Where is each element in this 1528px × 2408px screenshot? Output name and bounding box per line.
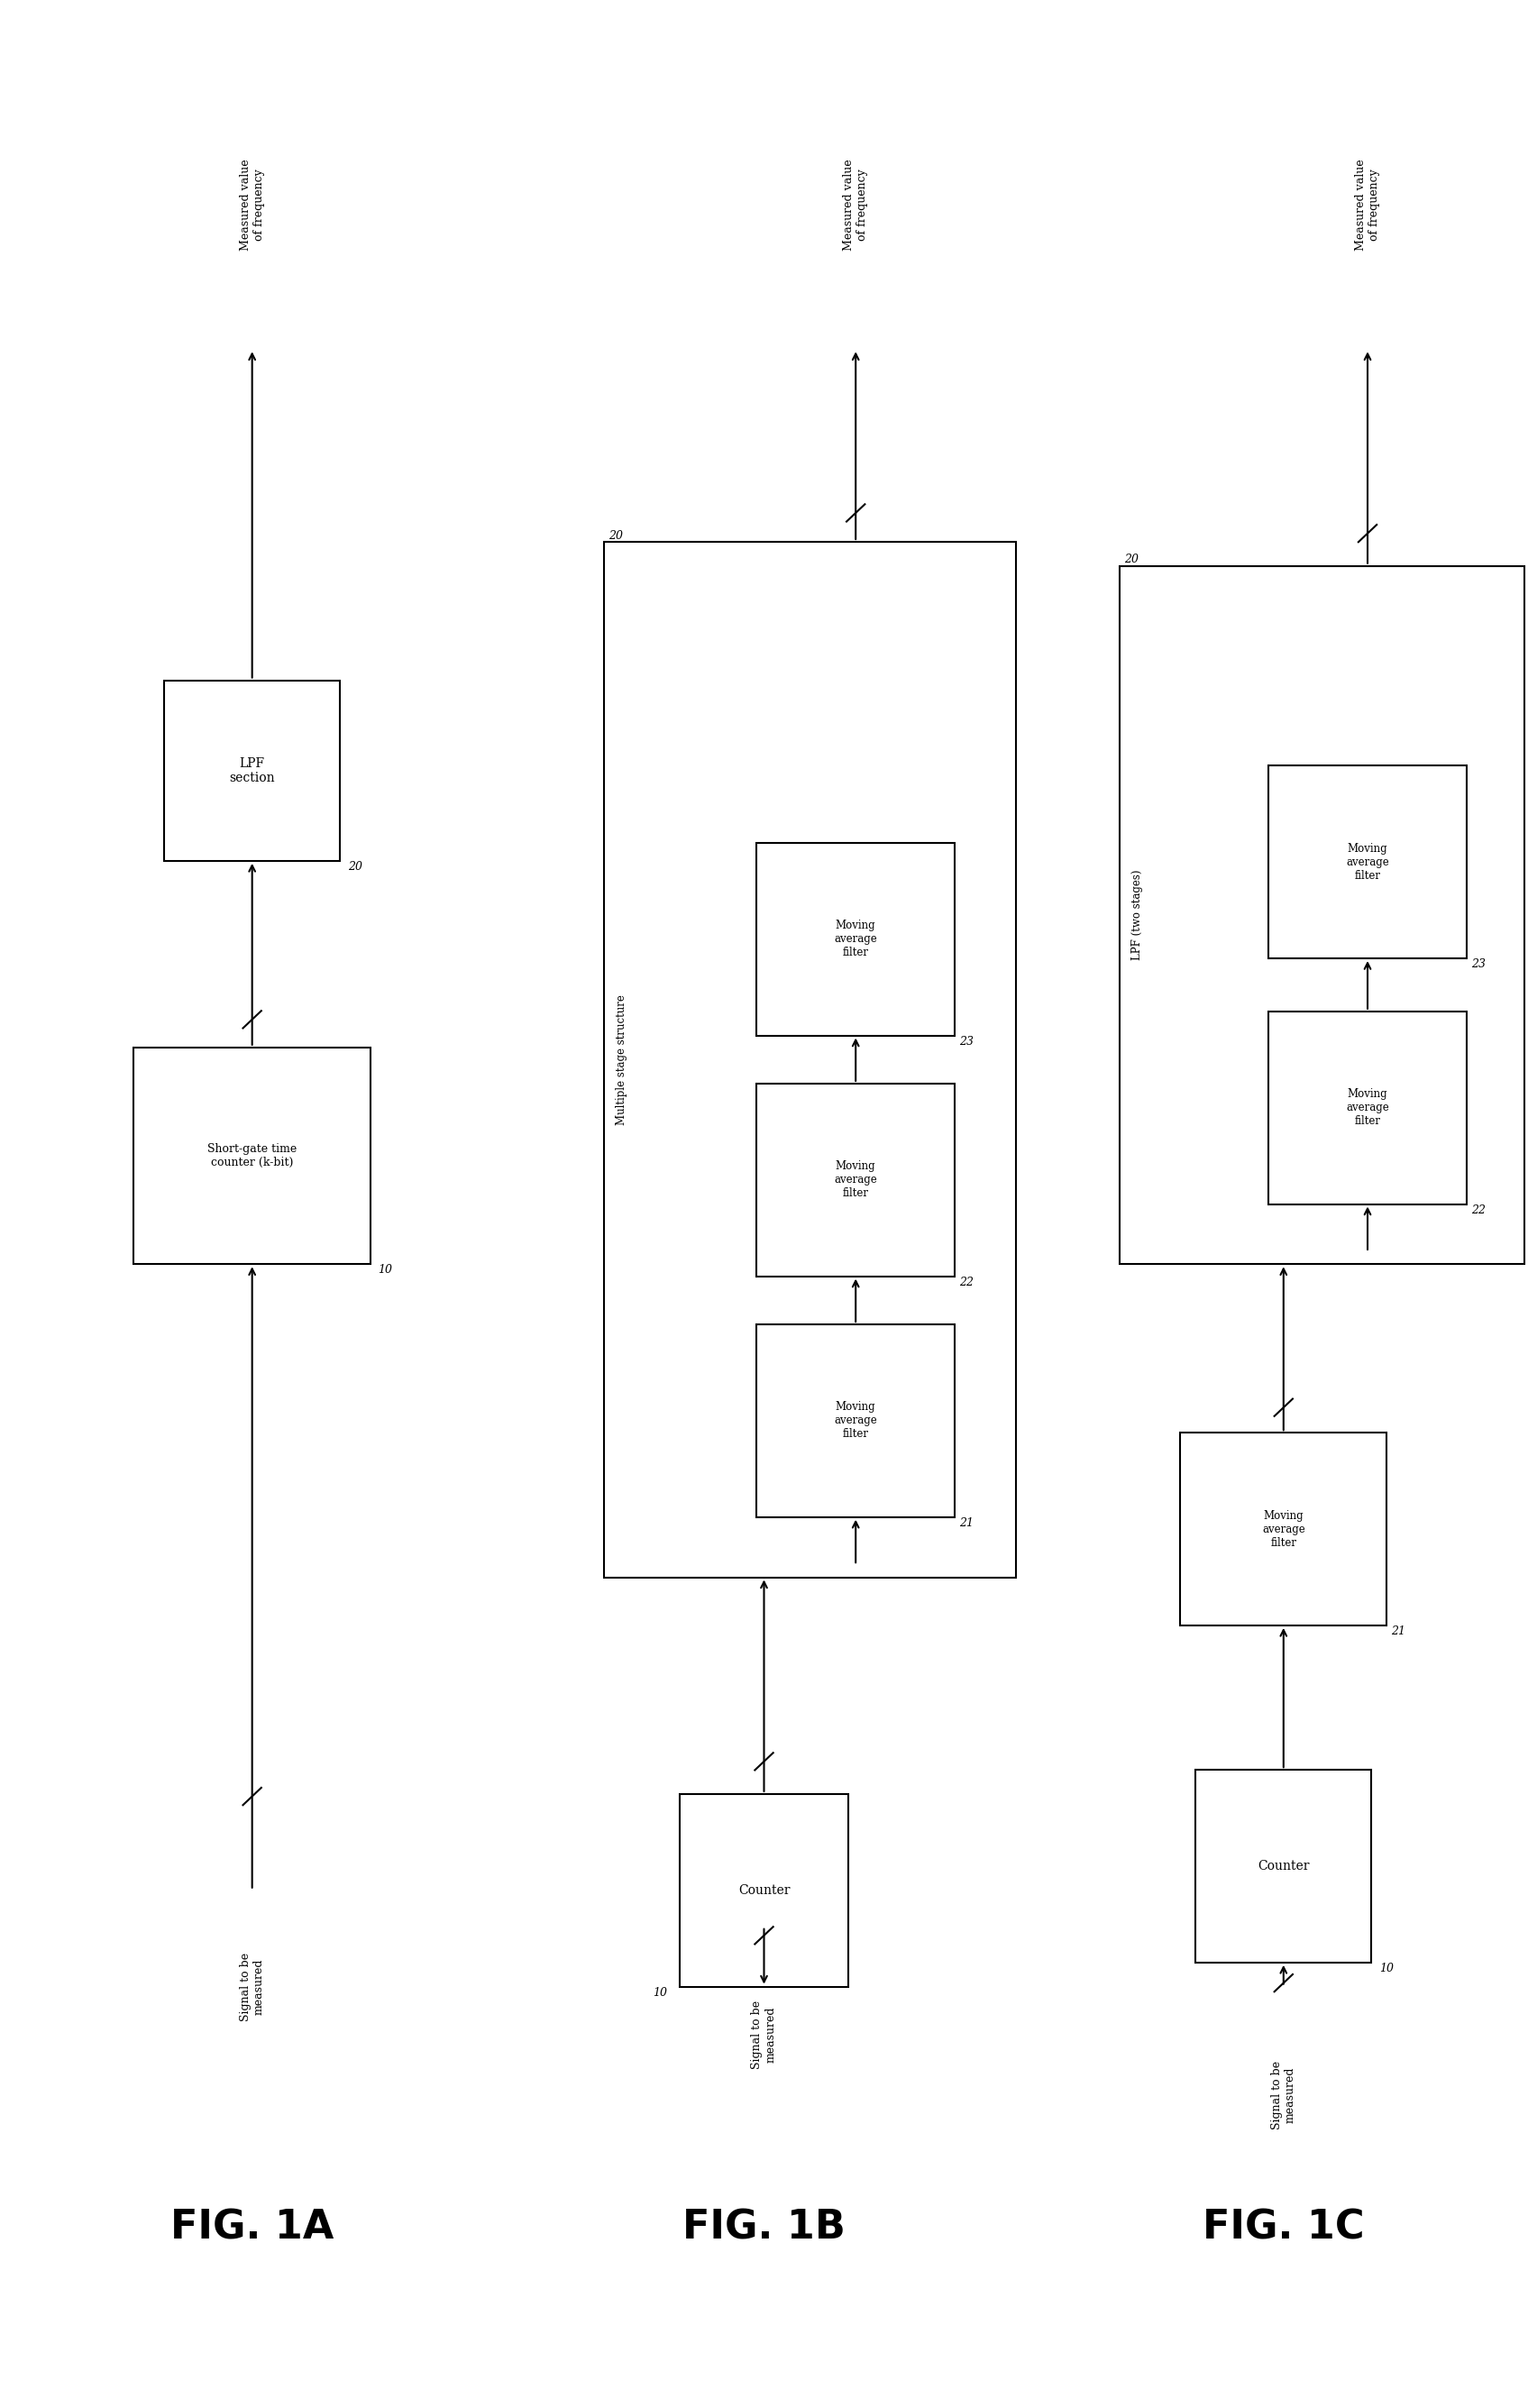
Text: 10: 10	[652, 1987, 666, 1999]
Text: LPF (two stages): LPF (two stages)	[1132, 869, 1143, 961]
Text: Measured value
of frequency: Measured value of frequency	[240, 159, 264, 250]
Bar	[756, 1084, 955, 1276]
Text: 22: 22	[960, 1276, 973, 1288]
Text: Measured value
of frequency: Measured value of frequency	[1355, 159, 1380, 250]
Text: 20: 20	[348, 860, 362, 872]
Text: Moving
average
filter: Moving average filter	[834, 1401, 877, 1440]
Text: 20: 20	[608, 530, 622, 542]
Text: 21: 21	[960, 1517, 973, 1529]
Text: 21: 21	[1390, 1625, 1406, 1637]
Bar	[1195, 1770, 1371, 1963]
Text: 22: 22	[1471, 1204, 1485, 1216]
Bar	[1268, 766, 1467, 958]
Text: 23: 23	[960, 1035, 973, 1047]
Text: Moving
average
filter: Moving average filter	[834, 1161, 877, 1199]
Bar	[1268, 1011, 1467, 1204]
Text: Signal to be
measured: Signal to be measured	[752, 2001, 776, 2068]
Bar	[1118, 566, 1523, 1264]
Bar	[134, 1047, 370, 1264]
Text: Moving
average
filter: Moving average filter	[1262, 1510, 1305, 1548]
Bar	[1180, 1433, 1387, 1625]
Text: Signal to be
measured: Signal to be measured	[1271, 2061, 1296, 2129]
Text: Signal to be
measured: Signal to be measured	[240, 1953, 264, 2020]
Text: LPF
section: LPF section	[229, 756, 275, 785]
Text: FIG. 1C: FIG. 1C	[1203, 2208, 1365, 2247]
Bar	[680, 1794, 848, 1987]
Text: Moving
average
filter: Moving average filter	[1346, 1088, 1389, 1127]
Text: Moving
average
filter: Moving average filter	[1346, 843, 1389, 881]
Bar	[165, 679, 341, 860]
Text: Counter: Counter	[1258, 1859, 1309, 1873]
Text: 10: 10	[379, 1264, 393, 1276]
Bar	[604, 542, 1016, 1577]
Text: 10: 10	[1378, 1963, 1394, 1975]
Text: 23: 23	[1471, 958, 1485, 970]
Text: 20: 20	[1123, 554, 1138, 566]
Bar	[756, 843, 955, 1035]
Text: Measured value
of frequency: Measured value of frequency	[843, 159, 868, 250]
Text: Moving
average
filter: Moving average filter	[834, 920, 877, 958]
Text: Counter: Counter	[738, 1883, 790, 1898]
Text: FIG. 1B: FIG. 1B	[683, 2208, 845, 2247]
Text: Multiple stage structure: Multiple stage structure	[616, 995, 628, 1125]
Text: Short-gate time
counter (k-bit): Short-gate time counter (k-bit)	[208, 1144, 296, 1168]
Bar	[756, 1324, 955, 1517]
Text: FIG. 1A: FIG. 1A	[170, 2208, 335, 2247]
